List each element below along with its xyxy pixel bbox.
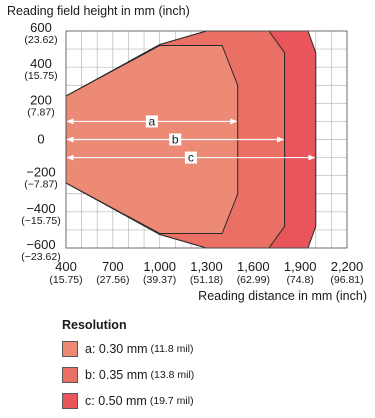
- legend-title: Resolution: [62, 318, 127, 332]
- y-tick-label: −400: [26, 201, 55, 216]
- legend-label-a: a: 0.30 mm: [85, 342, 148, 356]
- legend: Resolution a: 0.30 mm (11.8 mil) b: 0.35…: [62, 318, 194, 418]
- legend-swatch-c: [62, 393, 78, 409]
- x-tick-label: 400: [55, 259, 77, 274]
- chart-plot: abc600(23.62)400(15.75)200(7.87)0−200(−7…: [21, 20, 364, 286]
- y-tick-label: 400: [30, 56, 52, 71]
- dimension-label-bg-a: [145, 115, 158, 128]
- legend-item-a: a: 0.30 mm (11.8 mil): [62, 340, 194, 358]
- dimension-label-a: a: [149, 114, 156, 128]
- x-tick-sublabel: (51.18): [190, 274, 223, 286]
- legend-swatch-b: [62, 367, 78, 383]
- legend-label-b: b: 0.35 mm: [85, 368, 148, 382]
- x-tick-sublabel: (15.75): [49, 274, 82, 286]
- x-tick-sublabel: (39.37): [143, 274, 176, 286]
- y-tick-label: 0: [37, 132, 44, 147]
- x-tick-sublabel: (74.8): [286, 274, 313, 286]
- x-tick-label: 1,600: [237, 259, 270, 274]
- legend-label-c: c: 0.50 mm: [85, 394, 147, 408]
- x-axis-title: Reading distance in mm (inch): [198, 289, 367, 303]
- x-tick-label: 1,000: [143, 259, 176, 274]
- x-tick-label: 700: [102, 259, 124, 274]
- legend-item-c: c: 0.50 mm (19.7 mil): [62, 392, 194, 410]
- x-tick-sublabel: (62.99): [237, 274, 270, 286]
- dimension-label-bg-c: [184, 151, 197, 164]
- x-tick-label: 1,300: [190, 259, 223, 274]
- y-tick-label: −200: [26, 165, 55, 180]
- y-tick-sublabel: (−15.75): [21, 215, 60, 227]
- y-tick-label: 200: [30, 92, 52, 107]
- y-tick-label: 600: [30, 20, 52, 35]
- x-tick-label: 2,200: [331, 259, 364, 274]
- legend-item-b: b: 0.35 mm (13.8 mil): [62, 366, 194, 384]
- x-tick-label: 1,900: [284, 259, 317, 274]
- x-tick-sublabel: (96.81): [330, 274, 363, 286]
- dimension-label-b: b: [172, 133, 179, 147]
- plot-frame: [65, 30, 348, 249]
- legend-detail-c: (19.7 mil): [149, 395, 194, 407]
- y-tick-label: −600: [26, 237, 55, 252]
- legend-swatch-a: [62, 341, 78, 357]
- y-tick-sublabel: (−23.62): [21, 251, 60, 263]
- legend-detail-a: (11.8 mil): [150, 343, 194, 355]
- y-tick-sublabel: (7.87): [27, 106, 54, 118]
- dimension-label-c: c: [188, 151, 194, 165]
- y-tick-sublabel: (15.75): [24, 70, 57, 82]
- x-tick-sublabel: (27.56): [96, 274, 129, 286]
- legend-detail-b: (13.8 mil): [150, 369, 195, 381]
- dimension-label-bg-b: [169, 133, 182, 146]
- y-axis-title: Reading field height in mm (inch): [7, 4, 190, 18]
- y-tick-sublabel: (−7.87): [24, 179, 58, 191]
- y-tick-sublabel: (23.62): [24, 34, 57, 46]
